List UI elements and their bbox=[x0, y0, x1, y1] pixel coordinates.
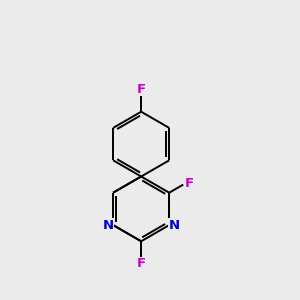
Text: F: F bbox=[136, 82, 146, 95]
Text: N: N bbox=[169, 219, 180, 232]
Text: N: N bbox=[102, 219, 113, 232]
Text: F: F bbox=[185, 177, 194, 190]
Text: F: F bbox=[136, 257, 146, 271]
